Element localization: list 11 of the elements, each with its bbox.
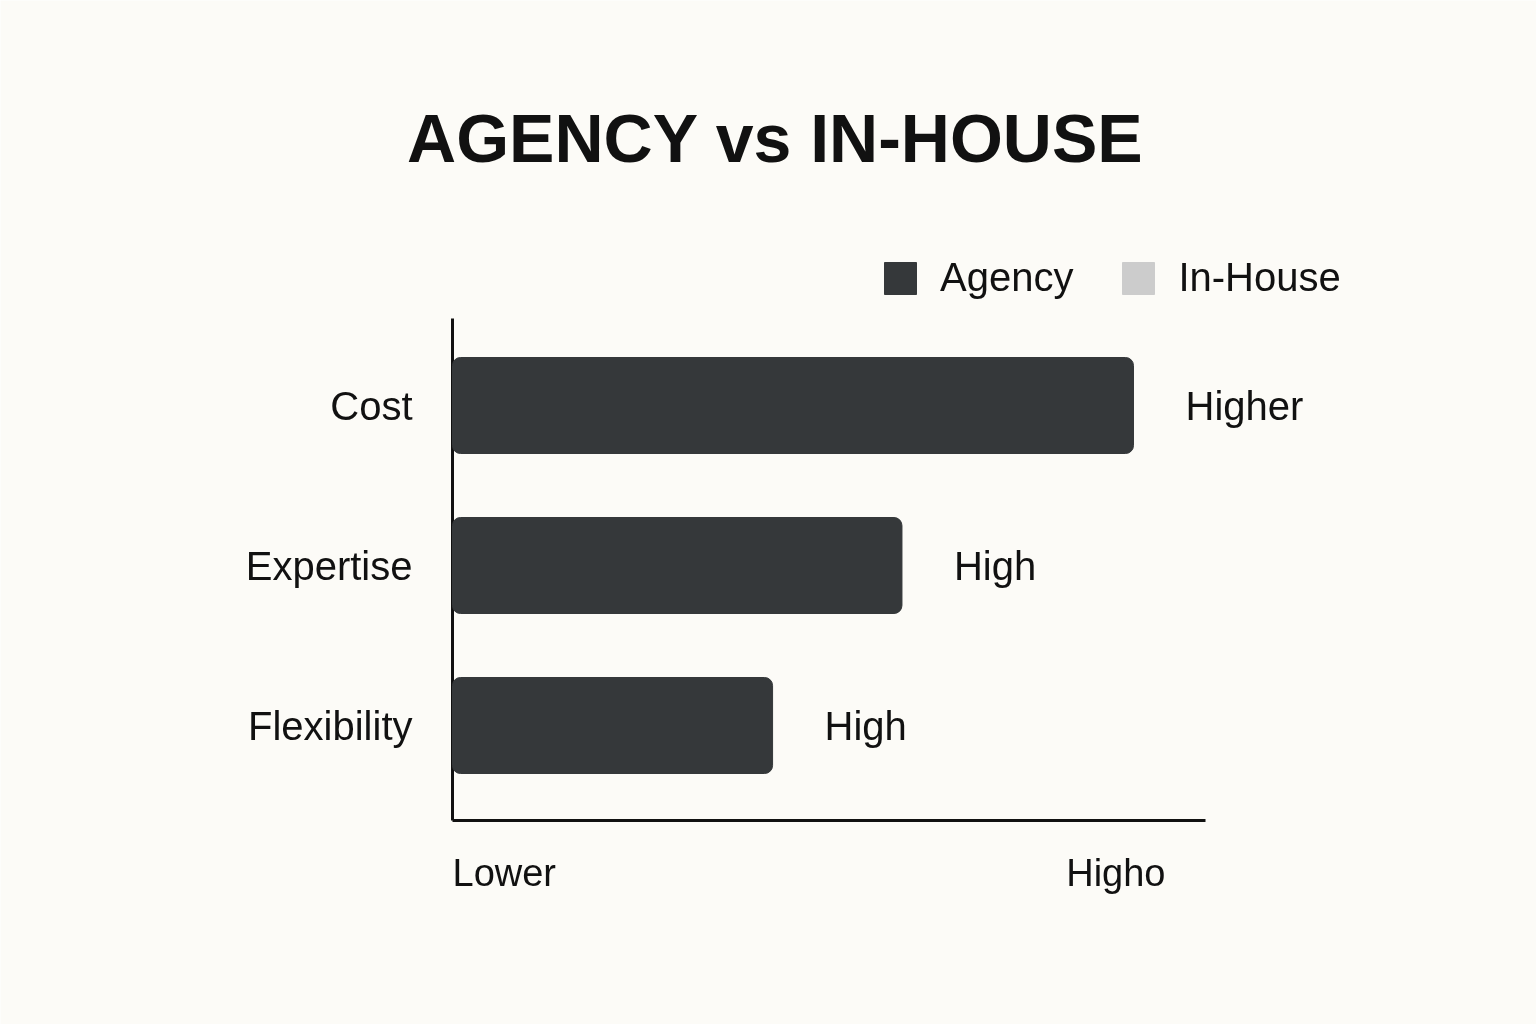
y-tick-label: Flexibility [248,703,413,748]
y-tick-label: Expertise [245,543,413,588]
annotation: High [824,703,907,748]
legend-label: In-House [1178,255,1341,300]
legend-label: Agency [940,255,1074,300]
text: Higho [1066,851,1166,894]
annotation: Higher [1185,383,1304,428]
y-tick-label: Cost [330,383,413,428]
chart-title: AGENCY vs IN-HOUSE [407,99,1143,176]
text: Lower [452,851,557,894]
annotation: High [953,543,1037,588]
